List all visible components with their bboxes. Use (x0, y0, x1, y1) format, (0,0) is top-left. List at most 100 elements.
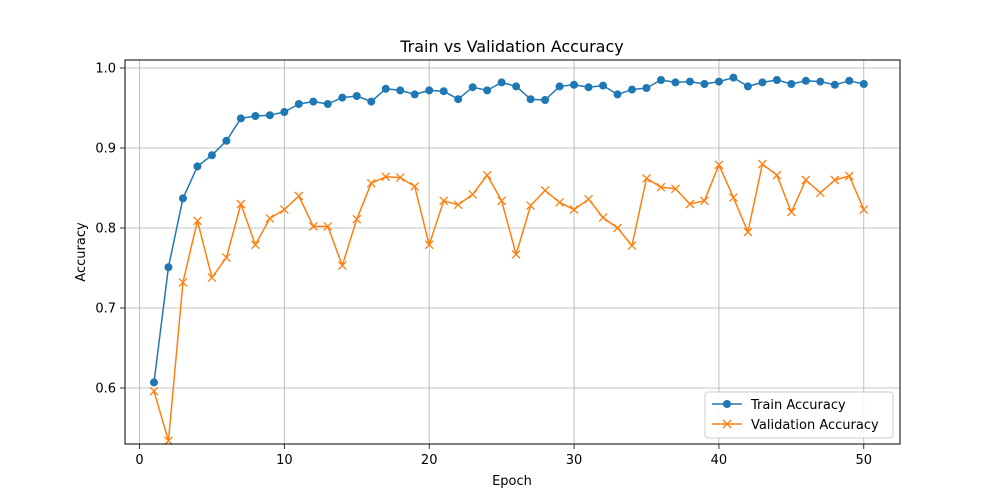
train-accuracy-point (454, 95, 463, 104)
validation-accuracy-point (424, 240, 434, 250)
validation-accuracy-point (642, 173, 651, 183)
train-accuracy-point (381, 84, 390, 93)
validation-accuracy-point (598, 213, 608, 223)
x-marker-stroke (555, 197, 565, 207)
x-tick-label: 0 (135, 453, 143, 468)
x-tick-label: 20 (421, 453, 438, 468)
validation-accuracy-point (178, 277, 188, 287)
validation-accuracy-point (497, 196, 507, 206)
y-tick-label: 0.7 (95, 302, 116, 317)
train-accuracy-point (816, 77, 825, 86)
x-tick-label: 40 (711, 453, 728, 468)
legend-box (704, 391, 894, 439)
train-accuracy-point (294, 100, 303, 108)
validation-accuracy-point (294, 191, 304, 201)
x-marker-stroke (439, 196, 449, 206)
x-marker-stroke (482, 170, 492, 180)
x-marker-stroke (757, 159, 767, 169)
x-marker-stroke (366, 178, 376, 188)
validation-accuracy-point (699, 196, 709, 206)
validation-accuracy-point (236, 199, 246, 209)
train-accuracy-point (178, 194, 187, 203)
validation-accuracy-point (192, 216, 202, 226)
train-accuracy-point (512, 82, 521, 91)
train-accuracy-point (555, 82, 564, 91)
x-marker-stroke (786, 207, 796, 217)
validation-accuracy-point (337, 261, 347, 271)
chart-title: Train vs Validation Accuracy (399, 37, 624, 56)
x-marker-stroke (859, 205, 869, 215)
x-marker-stroke (844, 171, 854, 181)
series-layer (149, 73, 869, 446)
validation-accuracy-point (250, 240, 260, 250)
train-accuracy-point (367, 97, 376, 106)
validation-accuracy-point (743, 227, 753, 237)
train-accuracy-point (642, 84, 651, 92)
validation-accuracy-point (395, 173, 405, 183)
validation-accuracy-point (786, 207, 796, 217)
validation-accuracy-point (526, 201, 536, 211)
train-accuracy-point (859, 80, 868, 88)
x-tick-label: 50 (856, 453, 873, 468)
x-marker-stroke (250, 240, 260, 250)
train-accuracy-point (265, 111, 274, 120)
x-marker-stroke (192, 216, 202, 226)
x-marker-stroke (453, 200, 463, 210)
train-accuracy-point (396, 86, 405, 95)
legend-marker-train (723, 400, 731, 408)
x-marker-stroke (830, 175, 840, 185)
validation-accuracy-series (149, 159, 869, 446)
validation-accuracy-point (323, 221, 333, 231)
x-marker-stroke (540, 185, 550, 195)
train-accuracy-point (830, 80, 839, 89)
train-accuracy-point (236, 114, 245, 123)
y-tick-label: 0.6 (95, 382, 116, 397)
train-accuracy-point (193, 162, 202, 171)
validation-accuracy-line (153, 163, 865, 442)
train-accuracy-point (207, 151, 216, 160)
x-marker-stroke (642, 173, 651, 183)
x-tick-label: 10 (276, 453, 293, 468)
x-marker-stroke (178, 277, 188, 287)
y-tick-label: 0.9 (95, 142, 116, 157)
validation-accuracy-point (149, 386, 159, 396)
x-marker-stroke (149, 386, 159, 396)
validation-accuracy-point (685, 199, 695, 209)
validation-accuracy-point (757, 159, 767, 169)
validation-accuracy-point (279, 205, 289, 215)
legend-label-train: Train Accuracy (750, 398, 846, 413)
x-marker-stroke (511, 249, 521, 259)
validation-accuracy-point (207, 273, 217, 283)
x-marker-stroke (410, 181, 420, 191)
train-accuracy-point (570, 80, 579, 89)
train-accuracy-point (222, 136, 231, 145)
validation-accuracy-point (381, 172, 391, 182)
x-marker-stroke (613, 223, 622, 233)
validation-accuracy-point (221, 253, 231, 263)
x-axis-label: Epoch (492, 474, 532, 489)
validation-accuracy-point (366, 178, 376, 188)
x-tick-label: 30 (566, 453, 583, 468)
x-marker-stroke (656, 182, 666, 192)
validation-accuracy-point (627, 241, 637, 251)
x-marker-stroke (424, 240, 434, 250)
legend-label-validation: Validation Accuracy (751, 418, 879, 433)
validation-accuracy-point (671, 184, 680, 194)
legend-x-marker (722, 419, 732, 429)
validation-accuracy-point (439, 196, 449, 206)
validation-accuracy-point (656, 182, 666, 192)
train-accuracy-point (729, 73, 738, 82)
x-marker-stroke (743, 227, 753, 237)
train-accuracy-point (425, 86, 434, 95)
x-marker-stroke (236, 199, 246, 209)
x-marker-stroke (352, 214, 362, 224)
x-marker-stroke (526, 201, 536, 211)
train-accuracy-point (164, 263, 173, 272)
train-accuracy-point (323, 100, 332, 108)
x-marker-stroke (569, 205, 579, 215)
y-tick-label: 0.8 (95, 222, 116, 237)
validation-accuracy-point (728, 193, 738, 203)
x-marker-stroke (308, 221, 318, 231)
validation-accuracy-point (540, 185, 550, 195)
